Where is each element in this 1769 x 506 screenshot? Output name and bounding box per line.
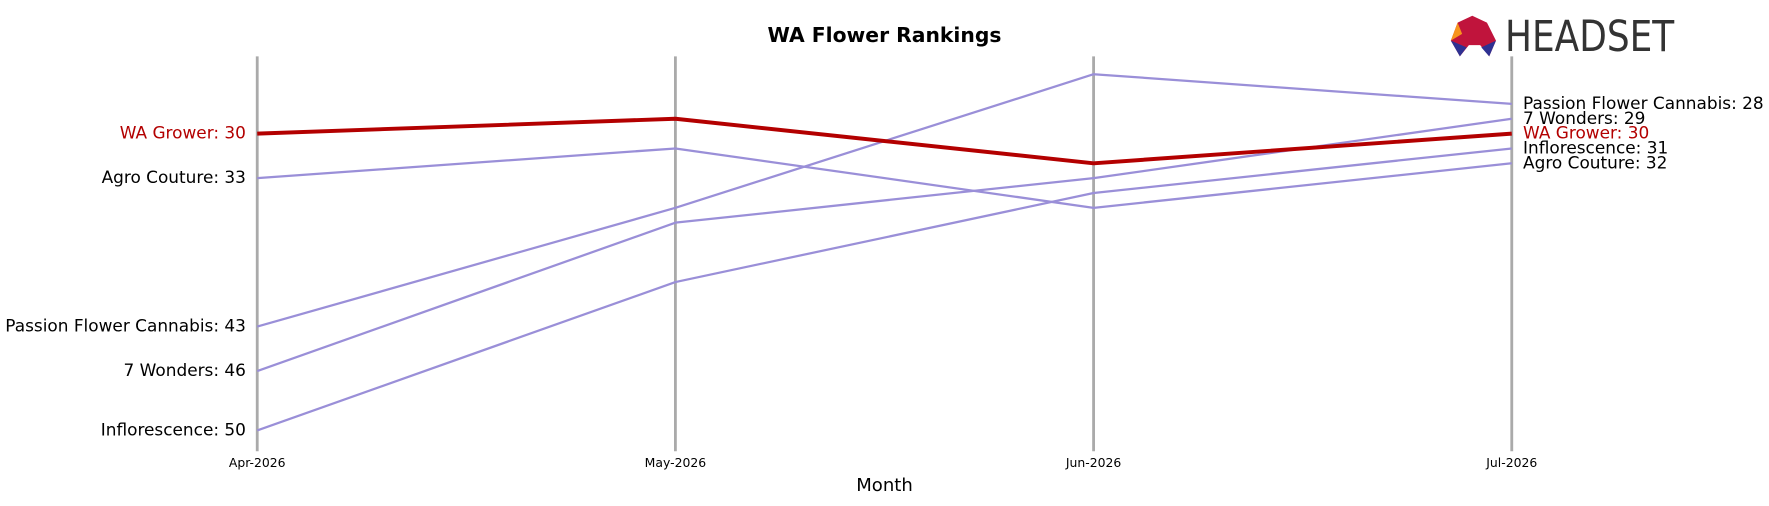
end-label: Agro Couture: 32 bbox=[1523, 152, 1667, 172]
x-axis-label: Month bbox=[856, 475, 913, 496]
start-label: Passion Flower Cannabis: 43 bbox=[5, 316, 246, 336]
rank-line bbox=[257, 116, 1512, 166]
x-tick-label: Jul-2026 bbox=[1485, 455, 1537, 470]
x-tick-label: May-2026 bbox=[645, 455, 707, 470]
end-label: WA Grower: 30 bbox=[1523, 123, 1649, 143]
logo: HEADSET bbox=[1450, 12, 1675, 62]
rank-line bbox=[257, 147, 1512, 209]
start-label: Agro Couture: 33 bbox=[102, 167, 246, 187]
logo-mark bbox=[1450, 22, 1463, 41]
end-label: Inflorescence: 31 bbox=[1523, 137, 1668, 157]
start-label: Inflorescence: 50 bbox=[101, 419, 246, 439]
end-label: Passion Flower Cannabis: 28 bbox=[1523, 93, 1764, 113]
rank-line bbox=[256, 117, 1512, 373]
logo-mark bbox=[1481, 40, 1496, 57]
rank-line bbox=[256, 147, 1512, 432]
end-label: 7 Wonders: 29 bbox=[1523, 108, 1645, 128]
start-label: 7 Wonders: 46 bbox=[124, 360, 246, 380]
x-tick-label: Apr-2026 bbox=[229, 455, 286, 470]
logo-text: HEADSET bbox=[1505, 12, 1675, 62]
chart-title: WA Flower Rankings bbox=[768, 23, 1002, 47]
x-tick-label: Jun-2026 bbox=[1065, 455, 1122, 470]
logo-mark bbox=[1450, 40, 1467, 57]
start-label: WA Grower: 30 bbox=[120, 123, 246, 143]
